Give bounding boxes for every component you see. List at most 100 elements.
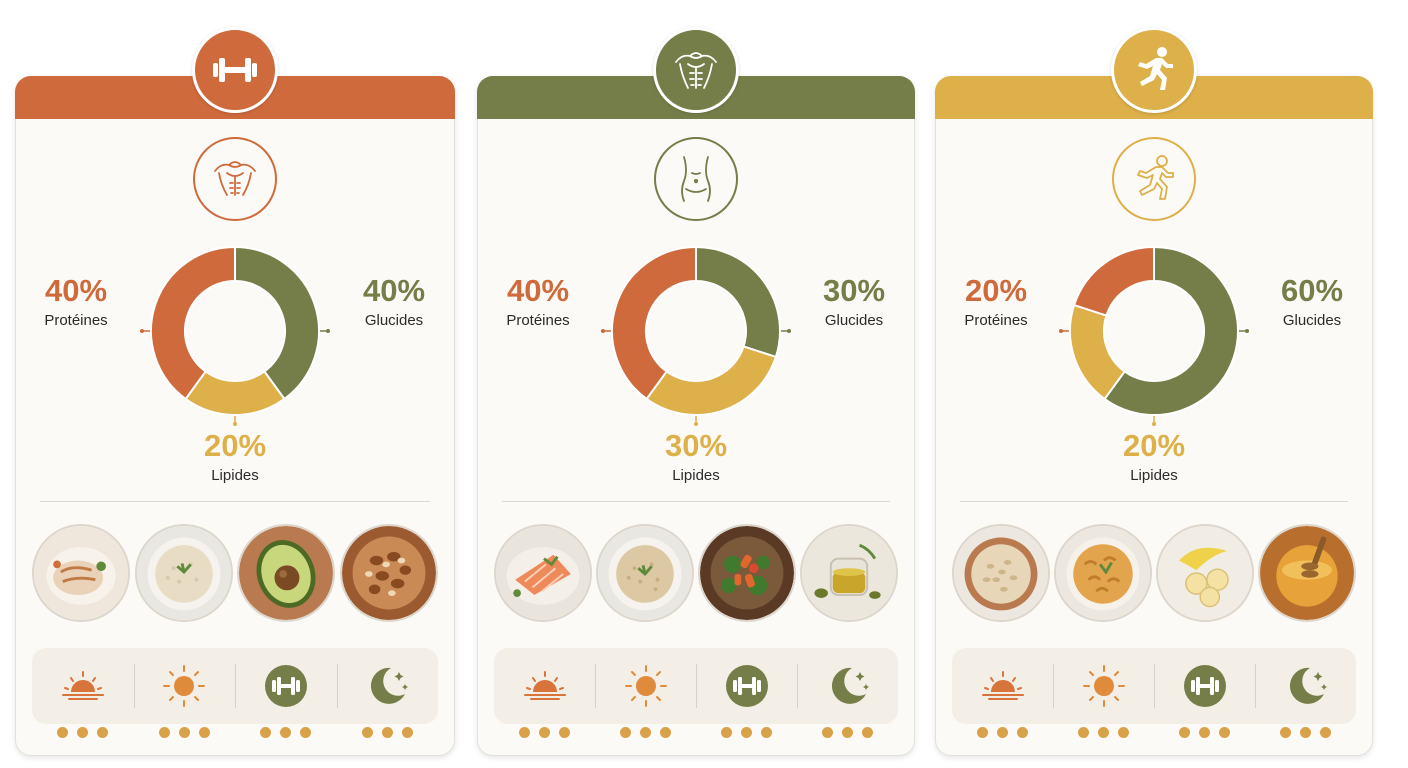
progress-dot <box>1179 727 1190 738</box>
progress-dot <box>559 727 570 738</box>
connector-dot <box>787 329 791 333</box>
divider <box>40 501 430 502</box>
timeline-slot-night <box>1255 648 1356 724</box>
macro-card-endurance: 20% Protéines 60% Glucides 20% Lipides <box>935 27 1373 756</box>
divider <box>502 501 890 502</box>
proteins-value-group: 40% Protéines <box>16 273 136 330</box>
lipids-percent: 20% <box>1122 428 1186 463</box>
progress-dot <box>741 727 752 738</box>
proteins-label: Protéines <box>964 312 1028 329</box>
macro-card-muscle-gain: 40% Protéines 40% Glucides 20% Lipides <box>15 27 455 756</box>
progress-dot <box>1219 727 1230 738</box>
banana-icon <box>1156 524 1254 622</box>
dot-group <box>797 727 898 739</box>
dumbbell-icon <box>192 27 278 113</box>
slice-proteines <box>611 245 697 401</box>
moon-icon <box>831 667 869 704</box>
honey-icon <box>1258 524 1356 622</box>
progress-dot <box>1280 727 1291 738</box>
timeline-slot-noon <box>133 648 236 724</box>
progress-dot <box>640 727 651 738</box>
connector-dot <box>694 422 698 426</box>
moon-icon <box>1289 667 1327 704</box>
macro-donut <box>601 245 791 426</box>
progress-dot <box>977 727 988 738</box>
timeline-slot-noon <box>595 648 696 724</box>
proteins-value-group: 40% Protéines <box>478 273 598 330</box>
food-row <box>32 524 438 622</box>
sunrise-icon <box>523 671 566 700</box>
carbs-label: Glucides <box>824 312 884 329</box>
timeline-slot-sunrise <box>32 648 134 724</box>
proteins-label: Protéines <box>44 312 108 329</box>
macro-donut <box>1059 245 1249 426</box>
slice-glucides <box>1103 245 1239 416</box>
dot-group <box>337 727 439 739</box>
progress-dot <box>198 727 210 738</box>
proteins-percent: 40% <box>506 273 570 308</box>
lipids-label: Lipides <box>211 467 259 484</box>
progress-dot <box>1199 727 1210 738</box>
proteins-percent: 40% <box>44 273 108 308</box>
macro-card-toning: 40% Protéines 30% Glucides 30% Lipides <box>477 27 915 756</box>
slim-waist-icon <box>654 137 738 221</box>
carbs-percent: 40% <box>362 273 426 308</box>
progress-dot <box>1017 727 1028 738</box>
carbs-value-group: 40% Glucides <box>334 273 454 330</box>
lipids-value-group: 20% Lipides <box>1094 428 1214 485</box>
avocado-icon <box>237 524 336 622</box>
lipids-value-group: 20% Lipides <box>175 428 295 485</box>
proteins-label: Protéines <box>506 312 570 329</box>
meal-timeline <box>494 648 898 724</box>
timeline-dots <box>952 727 1356 739</box>
carbs-percent: 60% <box>1280 273 1344 308</box>
meal-timeline <box>952 648 1356 724</box>
olive-oil-icon <box>800 524 898 622</box>
timeline-slot-night <box>797 648 898 724</box>
connector-dot <box>140 329 144 333</box>
timeline-slot-night <box>336 648 439 724</box>
dot-group <box>1053 727 1154 739</box>
runner-outline-icon <box>1112 137 1196 221</box>
dot-group <box>1255 727 1356 739</box>
connector-dot <box>1245 329 1249 333</box>
lipids-percent: 20% <box>203 428 267 463</box>
dot-group <box>32 727 134 739</box>
food-row <box>494 524 898 622</box>
vegetables-icon <box>698 524 796 622</box>
progress-dot <box>1098 727 1109 738</box>
macro-donut <box>140 245 330 426</box>
progress-dot <box>997 727 1008 738</box>
salmon-icon <box>494 524 592 622</box>
connector-dot <box>1059 329 1063 333</box>
carbs-percent: 30% <box>822 273 886 308</box>
carbs-label: Glucides <box>364 312 424 329</box>
chicken-icon <box>32 524 130 622</box>
timeline-slot-sunrise <box>494 648 595 724</box>
progress-dot <box>1300 727 1311 738</box>
timeline-slot-noon <box>1053 648 1154 724</box>
carbs-label: Glucides <box>1282 312 1342 329</box>
progress-dot <box>620 727 631 738</box>
connector-dot <box>233 422 237 426</box>
moon-icon <box>371 667 409 704</box>
dot-group <box>235 727 337 739</box>
progress-dot <box>280 727 292 738</box>
divider <box>960 501 1348 502</box>
slice-glucides <box>695 245 781 359</box>
progress-dot <box>721 727 732 738</box>
progress-dot <box>1078 727 1089 738</box>
dot-group <box>952 727 1053 739</box>
carbs-value-group: 60% Glucides <box>1252 273 1372 330</box>
timeline-slot-workout <box>235 648 337 724</box>
connector-dot <box>1152 422 1156 426</box>
progress-dot <box>361 727 373 738</box>
timeline-dots <box>32 727 438 739</box>
connector-dot <box>326 329 330 333</box>
slice-proteines <box>150 245 236 401</box>
sun-icon <box>1082 665 1125 707</box>
lipids-percent: 30% <box>664 428 728 463</box>
proteins-percent: 20% <box>964 273 1028 308</box>
timeline-slot-sunrise <box>952 648 1053 724</box>
